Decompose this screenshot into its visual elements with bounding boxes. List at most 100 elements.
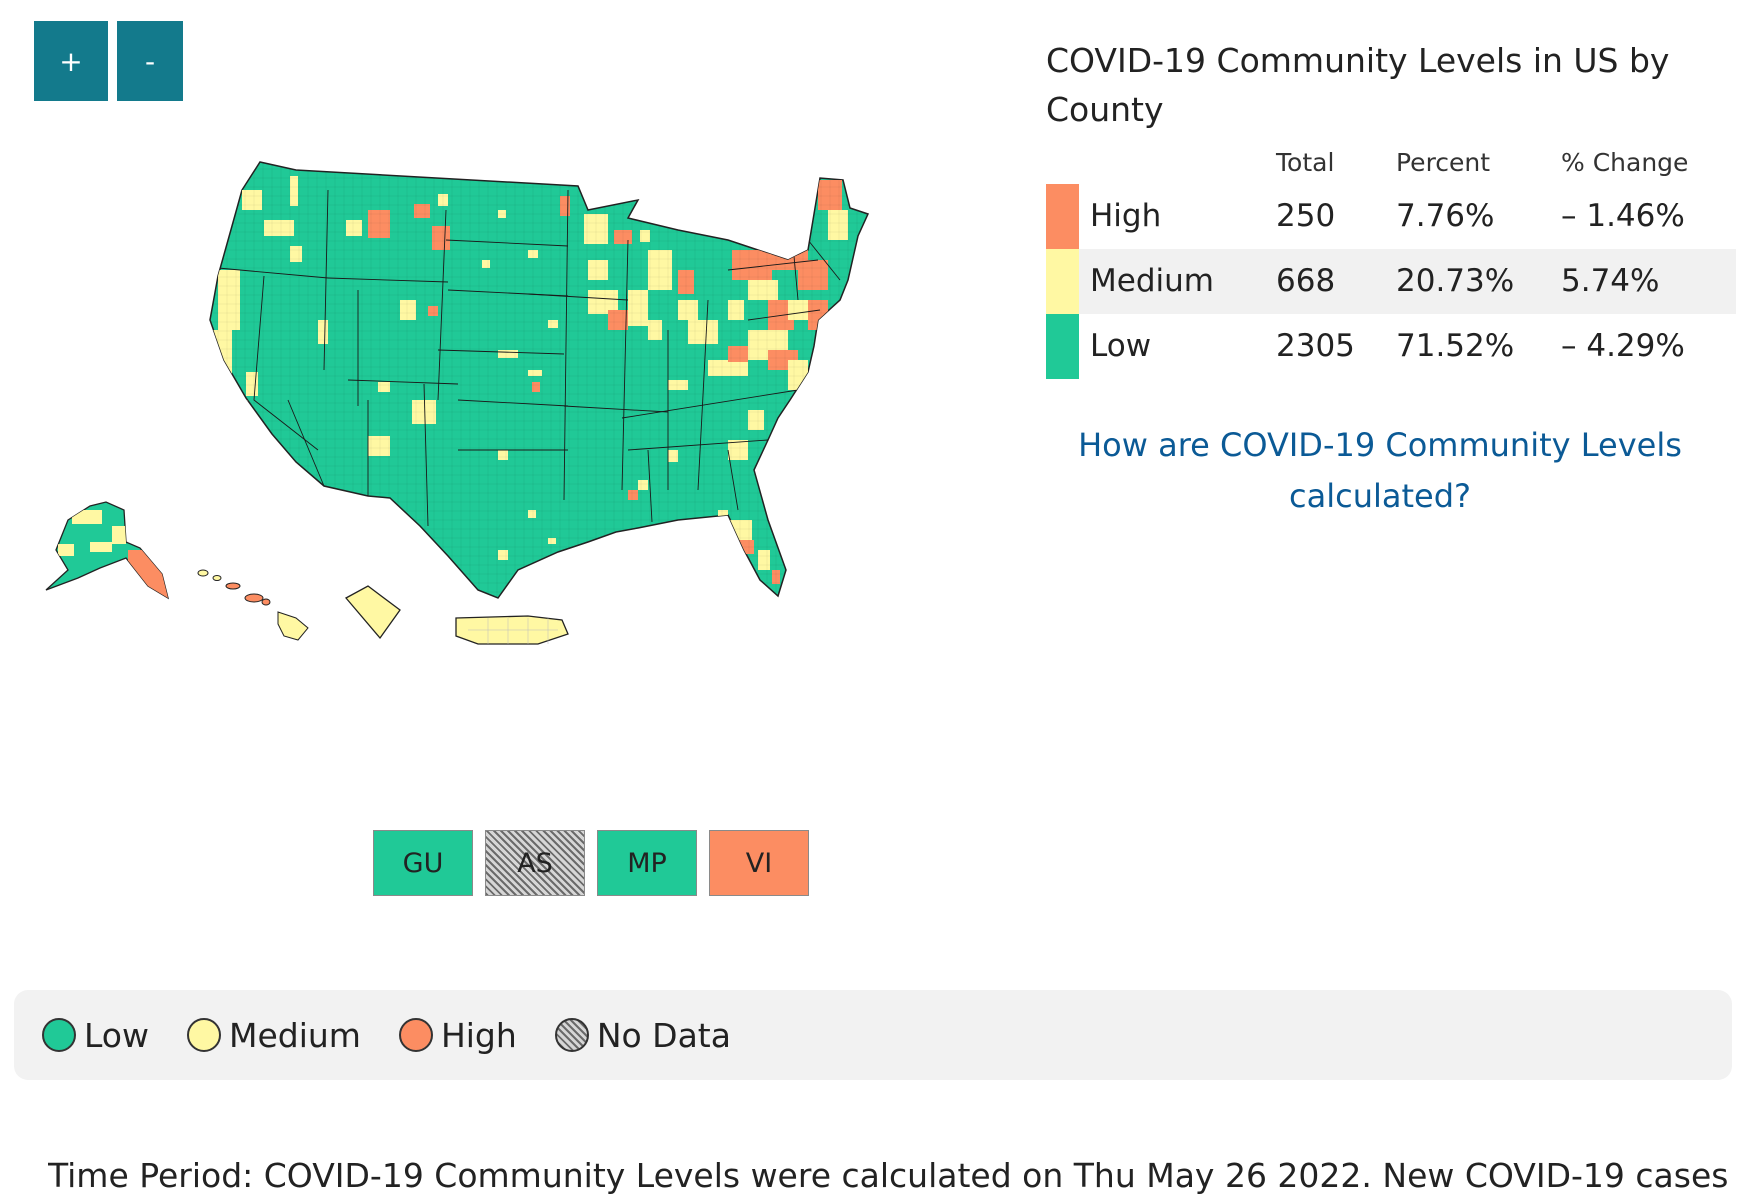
county-patch	[368, 210, 390, 238]
county-patch	[648, 320, 662, 340]
county-patch	[638, 480, 648, 490]
county-patch	[290, 176, 298, 206]
county-patch	[528, 250, 538, 258]
county-patch	[640, 230, 650, 242]
calculation-info-link[interactable]: How are COVID-19 Community Levels calcul…	[1078, 426, 1682, 515]
county-patch	[732, 250, 772, 280]
county-patch	[224, 400, 248, 450]
swatch-medium	[1046, 249, 1079, 314]
county-patch	[368, 436, 390, 456]
county-patch	[608, 310, 628, 330]
summary-panel: COVID-19 Community Levels in US by Count…	[1046, 36, 1736, 379]
legend-item-nodata[interactable]: No Data	[554, 1015, 731, 1055]
county-patch	[584, 214, 608, 244]
county-patch	[498, 550, 508, 560]
county-patch	[482, 260, 490, 268]
us-county-map[interactable]	[28, 150, 988, 730]
county-patch	[708, 360, 748, 376]
legend-item-medium[interactable]: Medium	[187, 1016, 361, 1055]
row-change: 5.74%	[1561, 263, 1660, 299]
row-total: 250	[1276, 198, 1336, 234]
county-patch	[528, 370, 542, 376]
county-patch	[438, 194, 448, 206]
legend-high-swatch	[398, 1018, 433, 1052]
county-patch	[412, 400, 436, 424]
territory-gu[interactable]: GU	[373, 830, 473, 896]
header-total: Total	[1276, 148, 1335, 177]
summary-row-high: High 250 7.76% – 1.46%	[1046, 184, 1736, 249]
county-patch	[628, 290, 648, 326]
county-patch	[772, 570, 780, 584]
row-percent: 71.52%	[1396, 328, 1515, 364]
dc-inset	[344, 585, 401, 640]
swatch-high	[1046, 184, 1079, 249]
territory-vi[interactable]: VI	[709, 830, 809, 896]
legend-nodata-label: No Data	[596, 1015, 731, 1055]
swatch-low	[1046, 314, 1079, 379]
county-patch	[728, 440, 748, 460]
time-period-text: Time Period: COVID-19 Community Levels w…	[48, 1156, 1728, 1195]
county-patch	[400, 300, 416, 320]
county-patch	[218, 270, 240, 330]
county-patch	[788, 300, 808, 320]
zoom-in-button[interactable]: +	[34, 21, 108, 101]
county-patch	[212, 330, 232, 400]
county-patch	[728, 300, 744, 320]
header-percent: Percent	[1396, 148, 1491, 177]
summary-title: COVID-19 Community Levels in US by Count…	[1046, 41, 1670, 129]
summary-row-low: Low 2305 71.52% – 4.29%	[1046, 314, 1736, 379]
county-patch	[290, 246, 302, 262]
county-patch	[498, 450, 508, 460]
county-patch	[678, 300, 698, 320]
county-patch	[718, 510, 728, 520]
territory-as[interactable]: AS	[485, 830, 585, 896]
row-total: 2305	[1276, 328, 1355, 364]
county-patch	[668, 450, 678, 462]
county-patch	[648, 250, 672, 290]
row-label: Medium	[1090, 263, 1214, 299]
county-patch	[432, 226, 450, 250]
county-patch	[498, 210, 506, 218]
county-patch	[548, 320, 558, 328]
header-change: % Change	[1561, 148, 1689, 177]
hawaii	[197, 569, 309, 641]
zoom-out-button[interactable]: -	[117, 21, 183, 101]
county-patch	[614, 230, 632, 244]
county-patch	[264, 220, 294, 236]
map-legend: Low Medium High No Data	[14, 990, 1732, 1080]
county-patch	[498, 350, 518, 358]
county-patch	[414, 204, 430, 218]
legend-medium-swatch	[187, 1018, 221, 1052]
county-patch	[688, 320, 718, 344]
county-patch	[748, 410, 764, 430]
county-patch	[318, 320, 328, 344]
county-patch	[588, 260, 608, 280]
row-label: High	[1090, 198, 1162, 234]
territory-gu-label: GU	[402, 847, 444, 879]
legend-item-low[interactable]: Low	[42, 1016, 149, 1055]
row-percent: 20.73%	[1396, 263, 1515, 299]
row-change: – 4.29%	[1561, 328, 1685, 364]
legend-low-swatch	[42, 1018, 76, 1052]
county-patch	[532, 382, 540, 392]
territory-mp[interactable]: MP	[597, 830, 697, 896]
territory-vi-label: VI	[745, 847, 773, 879]
legend-nodata-swatch	[554, 1018, 589, 1052]
summary-header-row: Total Percent % Change	[1046, 144, 1736, 184]
summary-row-medium: Medium 668 20.73% 5.74%	[1046, 249, 1736, 314]
county-patch	[668, 380, 688, 390]
legend-medium-label: Medium	[229, 1015, 361, 1055]
legend-item-high[interactable]: High	[398, 1016, 517, 1055]
conus-outline	[209, 161, 870, 599]
county-patch	[818, 180, 842, 210]
county-patch	[828, 210, 848, 240]
territory-as-label: AS	[517, 847, 553, 879]
county-patch	[678, 270, 694, 294]
county-patch	[346, 220, 362, 236]
county-patch	[628, 490, 638, 500]
county-patch	[728, 346, 748, 362]
county-patch	[798, 260, 828, 290]
county-patch	[808, 300, 828, 330]
county-patch	[748, 280, 778, 300]
county-patch	[758, 550, 770, 570]
